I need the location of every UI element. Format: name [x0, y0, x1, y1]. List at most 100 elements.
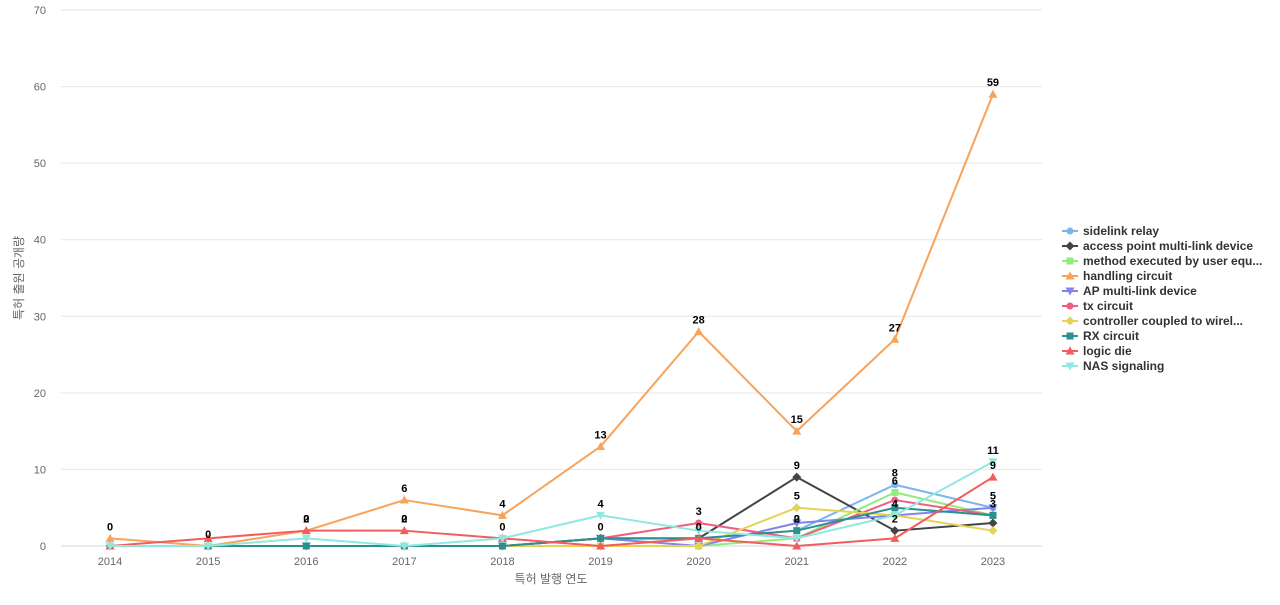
data-point[interactable] — [399, 526, 409, 535]
data-point[interactable] — [596, 541, 606, 550]
legend-item[interactable]: RX circuit — [1062, 329, 1139, 343]
data-point[interactable] — [399, 495, 409, 504]
series-line[interactable] — [109, 93, 994, 547]
legend-item[interactable]: access point multi-link device — [1062, 239, 1253, 253]
data-point[interactable] — [301, 526, 311, 535]
data-label: 6 — [892, 475, 898, 487]
data-point[interactable] — [890, 511, 900, 520]
data-point[interactable] — [890, 334, 900, 343]
x-tick-label: 2015 — [196, 556, 220, 568]
series-layer — [105, 89, 998, 551]
data-label: 6 — [401, 483, 407, 495]
data-label: 59 — [987, 77, 999, 89]
data-point[interactable] — [105, 533, 115, 542]
series-line[interactable] — [109, 460, 994, 547]
legend-item[interactable]: method executed by user equ... — [1062, 254, 1262, 268]
x-tick-label: 2019 — [588, 556, 612, 568]
legend-item[interactable]: AP multi-link device — [1062, 284, 1197, 298]
data-point[interactable] — [890, 533, 900, 542]
data-label: 27 — [889, 322, 901, 334]
legend-marker-icon — [1065, 346, 1075, 355]
data-label: 0 — [499, 521, 505, 533]
data-point[interactable] — [203, 542, 213, 551]
legend-label: handling circuit — [1083, 269, 1172, 283]
x-tick-label: 2021 — [785, 556, 809, 568]
y-tick-label: 50 — [34, 158, 46, 170]
data-point[interactable] — [596, 511, 606, 520]
legend-marker-icon — [1065, 362, 1075, 371]
data-label: 0 — [205, 529, 211, 541]
legend-label: RX circuit — [1083, 329, 1139, 343]
legend-marker-icon — [1066, 302, 1074, 310]
legend-item[interactable]: handling circuit — [1062, 269, 1172, 283]
data-point[interactable] — [891, 481, 899, 489]
y-tick-label: 30 — [34, 311, 46, 323]
data-point[interactable] — [694, 527, 704, 536]
y-tick-label: 60 — [34, 82, 46, 94]
data-label: 5 — [794, 491, 800, 503]
data-point[interactable] — [497, 534, 507, 543]
data-label: 13 — [594, 429, 606, 441]
series-line[interactable] — [109, 476, 994, 547]
data-label: 0 — [696, 521, 702, 533]
data-label: 2 — [794, 514, 800, 526]
data-point[interactable] — [399, 542, 409, 551]
data-point[interactable] — [792, 541, 802, 550]
legend-item[interactable]: sidelink relay — [1062, 224, 1159, 238]
x-tick-label: 2018 — [490, 556, 514, 568]
data-point[interactable] — [694, 533, 704, 542]
data-point[interactable] — [891, 488, 899, 496]
y-axis-title: 특허 출원 공개량 — [12, 236, 26, 320]
data-point[interactable] — [792, 519, 802, 528]
data-point[interactable] — [302, 542, 310, 550]
data-point[interactable] — [988, 458, 998, 467]
data-point[interactable] — [793, 527, 801, 535]
data-point[interactable] — [694, 541, 704, 551]
data-label: 4 — [499, 498, 506, 510]
data-point[interactable] — [891, 504, 899, 512]
data-point[interactable] — [792, 534, 802, 543]
legend-label: access point multi-link device — [1083, 239, 1253, 253]
legend-item[interactable]: controller coupled to wirel... — [1062, 314, 1243, 328]
data-point[interactable] — [988, 518, 998, 528]
data-point[interactable] — [890, 526, 900, 536]
data-point[interactable] — [989, 511, 997, 519]
data-point[interactable] — [301, 534, 311, 543]
grid-layer — [61, 9, 1042, 547]
data-point[interactable] — [891, 496, 899, 504]
data-point[interactable] — [694, 327, 704, 336]
legend-marker-icon — [1065, 316, 1075, 326]
legend-marker-icon — [1065, 287, 1075, 296]
data-point[interactable] — [497, 510, 507, 519]
data-point[interactable] — [988, 472, 998, 481]
legend-marker-icon — [1066, 257, 1074, 265]
legend-item[interactable]: logic die — [1062, 344, 1132, 358]
data-point[interactable] — [792, 472, 802, 482]
y-tick-label: 10 — [34, 464, 46, 476]
data-point[interactable] — [988, 504, 998, 513]
legend-label: logic die — [1083, 344, 1132, 358]
data-point[interactable] — [105, 542, 115, 551]
legend-label: NAS signaling — [1083, 359, 1164, 373]
series-handling-circuit — [105, 89, 998, 550]
data-point[interactable] — [596, 441, 606, 450]
data-point[interactable] — [695, 519, 703, 527]
data-label: 0 — [107, 521, 113, 533]
data-label: 11 — [987, 445, 999, 457]
data-point[interactable] — [792, 426, 802, 435]
legend-item[interactable]: NAS signaling — [1062, 359, 1164, 373]
legend-label: controller coupled to wirel... — [1083, 314, 1243, 328]
data-point[interactable] — [792, 503, 802, 513]
data-point[interactable] — [498, 542, 506, 550]
data-point[interactable] — [597, 534, 605, 542]
legend-label: sidelink relay — [1083, 224, 1159, 238]
legend-item[interactable]: tx circuit — [1062, 299, 1133, 313]
data-point[interactable] — [988, 526, 998, 536]
x-tick-label: 2017 — [392, 556, 416, 568]
data-label: 0 — [401, 514, 407, 526]
data-point[interactable] — [988, 89, 998, 98]
data-label: 2 — [401, 514, 407, 526]
data-point[interactable] — [203, 533, 213, 542]
